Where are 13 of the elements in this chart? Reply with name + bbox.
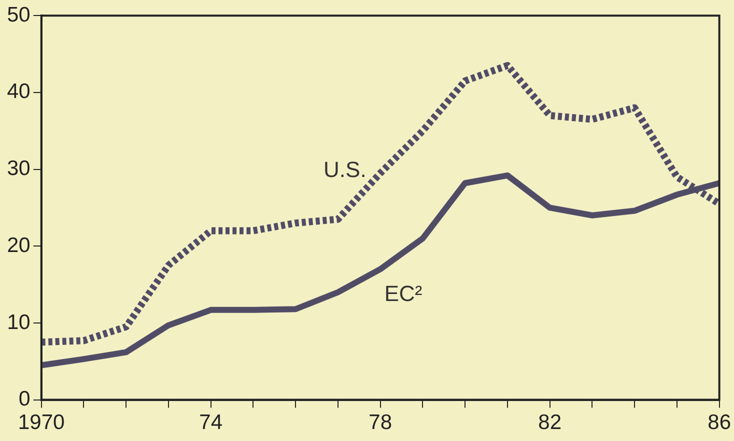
y-tick-label: 30 [7,157,30,180]
y-tick-label: 50 [7,3,30,26]
y-tick-label: 0 [18,388,30,411]
y-tick-label: 10 [7,310,30,334]
series-label: U.S. [324,157,366,182]
x-tick-label: 78 [368,411,392,434]
x-tick-label: 86 [708,411,731,434]
x-tick-label: 82 [538,411,562,434]
y-tick-label: 20 [7,234,30,257]
y-tick-label: 40 [7,80,30,104]
x-tick-label: 74 [199,411,223,434]
x-tick-label: 1970 [18,411,65,434]
series-label: EC² [384,281,422,306]
